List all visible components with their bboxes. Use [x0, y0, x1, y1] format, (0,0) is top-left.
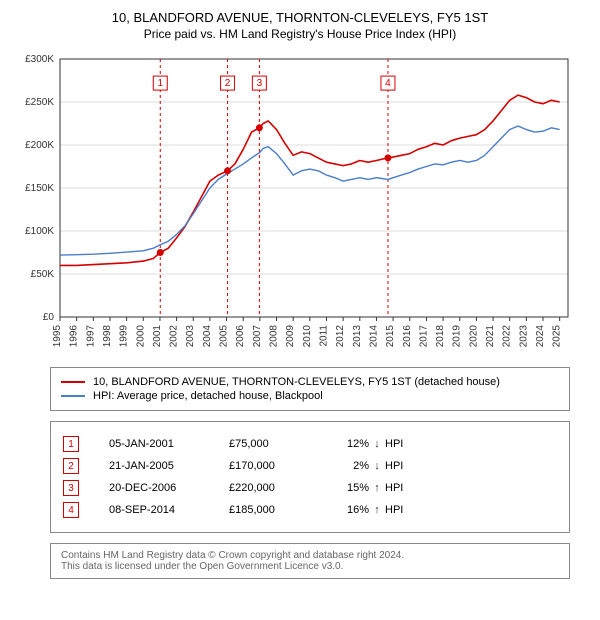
legend-label: 10, BLANDFORD AVENUE, THORNTON-CLEVELEYS… [93, 376, 500, 388]
transaction-date: 05-JAN-2001 [109, 438, 229, 450]
transaction-hpi-label: HPI [385, 460, 557, 472]
x-tick-label: 2003 [185, 325, 196, 348]
transaction-price: £185,000 [229, 504, 319, 516]
x-tick-label: 1996 [69, 325, 80, 348]
transaction-row: 2 21-JAN-2005£170,0002%↓ HPI [63, 458, 557, 474]
y-tick-label: £300K [25, 54, 54, 65]
legend-label: HPI: Average price, detached house, Blac… [93, 390, 323, 402]
transaction-marker: 3 [63, 480, 79, 496]
y-tick-label: £50K [31, 269, 55, 280]
transaction-date: 08-SEP-2014 [109, 504, 229, 516]
x-tick-label: 1998 [102, 325, 113, 348]
footer-attribution: Contains HM Land Registry data © Crown c… [50, 543, 570, 579]
x-tick-label: 2024 [535, 325, 546, 348]
x-tick-label: 2011 [318, 325, 329, 347]
transaction-marker: 2 [63, 458, 79, 474]
transaction-pct: 12% [319, 438, 369, 450]
x-tick-label: 2025 [552, 325, 563, 348]
transaction-price: £170,000 [229, 460, 319, 472]
transactions-table: 105-JAN-2001£75,00012%↓ HPI221-JAN-2005£… [50, 421, 570, 533]
transaction-pct: 15% [319, 482, 369, 494]
x-tick-label: 2006 [235, 325, 246, 348]
y-tick-label: £100K [25, 226, 54, 237]
x-tick-label: 1999 [119, 325, 130, 348]
arrow-icon: ↓ [369, 460, 385, 472]
legend: 10, BLANDFORD AVENUE, THORNTON-CLEVELEYS… [50, 367, 570, 411]
y-tick-label: £250K [25, 97, 54, 108]
x-tick-label: 2005 [219, 325, 230, 348]
marker-label: 3 [257, 78, 263, 89]
transaction-hpi-label: HPI [385, 482, 557, 494]
y-tick-label: £0 [43, 312, 55, 323]
transaction-pct: 16% [319, 504, 369, 516]
x-tick-label: 2001 [152, 325, 163, 348]
price-chart: £0 £50K £100K £150K £200K £250K £300K 1995 1996 1… [10, 49, 580, 359]
transaction-marker: 1 [63, 436, 79, 452]
x-tick-label: 2007 [252, 325, 263, 348]
transaction-hpi-label: HPI [385, 438, 557, 450]
transaction-hpi-label: HPI [385, 504, 557, 516]
legend-swatch [61, 395, 85, 397]
x-tick-label: 2019 [452, 325, 463, 348]
chart-title: 10, BLANDFORD AVENUE, THORNTON-CLEVELEYS… [10, 10, 590, 25]
transaction-row: 4 08-SEP-2014£185,00016%↑ HPI [63, 502, 557, 518]
x-tick-label: 2004 [202, 325, 213, 348]
marker-label: 2 [225, 78, 231, 89]
x-tick-label: 2008 [269, 325, 280, 348]
x-tick-label: 2014 [368, 325, 379, 348]
transaction-price: £220,000 [229, 482, 319, 494]
x-tick-label: 2002 [169, 325, 180, 348]
chart-subtitle: Price paid vs. HM Land Registry's House … [10, 27, 590, 41]
x-tick-label: 1995 [52, 325, 63, 348]
legend-item: 10, BLANDFORD AVENUE, THORNTON-CLEVELEYS… [61, 376, 559, 388]
x-tick-label: 2022 [502, 325, 513, 348]
arrow-icon: ↓ [369, 438, 385, 450]
x-tick-label: 2023 [518, 325, 529, 348]
x-tick-label: 2009 [285, 325, 296, 348]
chart-area: £0 £50K £100K £150K £200K £250K £300K 1995 1996 1… [10, 49, 590, 359]
transaction-date: 20-DEC-2006 [109, 482, 229, 494]
y-tick-label: £150K [25, 183, 54, 194]
x-tick-label: 2010 [302, 325, 313, 348]
x-tick-label: 2015 [385, 325, 396, 348]
x-tick-label: 2012 [335, 325, 346, 348]
transaction-price: £75,000 [229, 438, 319, 450]
footer-line-1: Contains HM Land Registry data © Crown c… [61, 550, 559, 561]
arrow-icon: ↑ [369, 504, 385, 516]
legend-item: HPI: Average price, detached house, Blac… [61, 390, 559, 402]
transaction-marker: 4 [63, 502, 79, 518]
transaction-row: 3 20-DEC-2006£220,00015%↑ HPI [63, 480, 557, 496]
footer-line-2: This data is licensed under the Open Gov… [61, 561, 559, 572]
x-tick-label: 2013 [352, 325, 363, 348]
x-tick-label: 2000 [135, 325, 146, 348]
transaction-date: 21-JAN-2005 [109, 460, 229, 472]
x-tick-label: 2021 [485, 325, 496, 348]
x-tick-label: 2017 [418, 325, 429, 348]
y-tick-label: £200K [25, 140, 54, 151]
legend-swatch [61, 381, 85, 383]
transaction-row: 1 05-JAN-2001£75,00012%↓ HPI [63, 436, 557, 452]
marker-label: 4 [385, 78, 391, 89]
x-tick-label: 2018 [435, 325, 446, 348]
x-tick-label: 2016 [402, 325, 413, 348]
transaction-pct: 2% [319, 460, 369, 472]
arrow-icon: ↑ [369, 482, 385, 494]
x-tick-label: 2020 [468, 325, 479, 348]
marker-label: 1 [157, 78, 163, 89]
x-tick-label: 1997 [85, 325, 96, 348]
